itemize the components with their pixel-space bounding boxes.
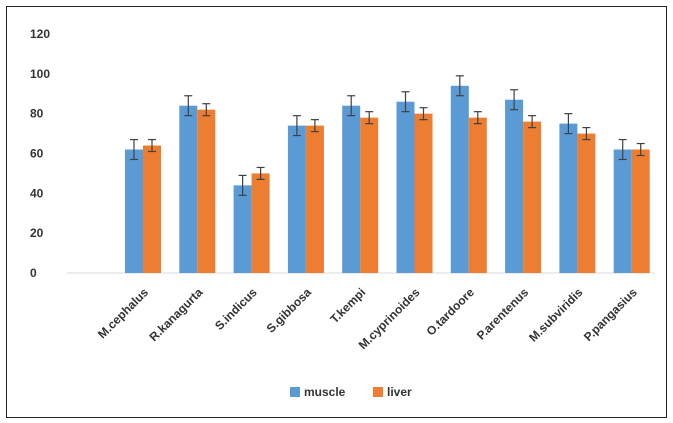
bar-liver <box>577 133 596 273</box>
x-tick-label: P.pangasius <box>581 285 640 344</box>
bar-liver <box>523 121 542 273</box>
bar-liver <box>197 109 216 273</box>
bar-muscle <box>559 123 578 273</box>
y-tick-label: 80 <box>30 107 44 121</box>
legend-label-muscle: muscle <box>304 385 346 399</box>
legend-swatch-liver <box>373 387 383 397</box>
bar-liver <box>251 173 270 273</box>
bar-liver <box>360 117 379 274</box>
legend: muscle liver <box>290 385 412 399</box>
y-axis: 0 20 40 60 80 100 120 <box>30 27 50 280</box>
y-tick-label: 20 <box>30 226 44 240</box>
bar-liver <box>414 113 433 274</box>
bar-muscle <box>342 105 361 273</box>
bar-liver <box>143 145 161 273</box>
y-tick-label: 0 <box>30 266 37 280</box>
bar-liver <box>468 117 487 274</box>
bar-muscle <box>396 101 415 273</box>
bar-muscle <box>505 99 524 273</box>
x-tick-label: M.subviridis <box>526 285 586 345</box>
bar-liver <box>631 149 650 273</box>
legend-swatch-muscle <box>290 387 300 397</box>
bar-liver <box>305 125 324 273</box>
x-tick-label: O.tardoore <box>424 285 478 339</box>
bar-muscle <box>179 105 198 273</box>
x-tick-label: T.kempi <box>327 285 368 326</box>
x-tick-label: P.arentenus <box>474 285 532 343</box>
bar-muscle <box>125 149 143 273</box>
y-tick-label: 120 <box>30 27 50 41</box>
x-tick-label: S.indicus <box>212 285 260 333</box>
chart-frame: 0 20 40 60 80 100 120 M.cephalus R.kanagurta S.i… <box>6 6 667 418</box>
y-tick-label: 60 <box>30 147 44 161</box>
x-tick-label: R.kanagurta <box>146 285 205 344</box>
bar-muscle <box>287 125 306 273</box>
bar-muscle <box>613 149 632 273</box>
y-tick-label: 40 <box>30 186 44 200</box>
bar-muscle <box>233 185 252 273</box>
bars-group <box>125 75 650 274</box>
legend-label-liver: liver <box>387 385 412 399</box>
y-tick-label: 100 <box>30 67 50 81</box>
x-tick-label: S.gibbosa <box>264 285 315 336</box>
x-tick-label: M.cephalus <box>95 285 151 341</box>
bar-muscle <box>450 85 469 274</box>
